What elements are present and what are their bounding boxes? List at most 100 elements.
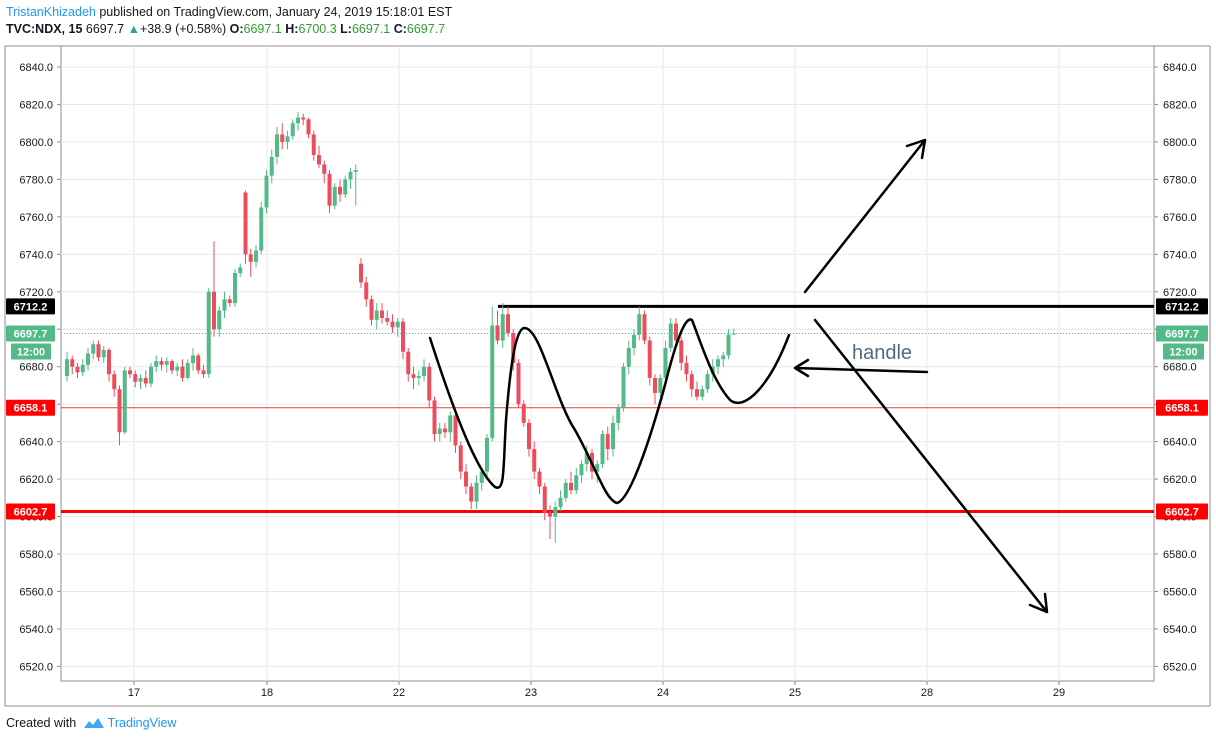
candle-body — [621, 366, 626, 408]
candle-body — [595, 464, 600, 472]
chart-footer: Created with TradingView — [6, 716, 176, 730]
candle-body — [542, 486, 547, 513]
plot-frame — [60, 45, 1155, 682]
candle-body — [332, 186, 337, 206]
y-tick-label-left: 6620.0 — [19, 474, 53, 486]
x-tick-label: 23 — [525, 687, 537, 699]
candle-body — [254, 250, 258, 262]
candle-body — [469, 486, 474, 502]
y-tick-label-right: 6640.0 — [1163, 437, 1197, 449]
price-label-left-bg — [6, 503, 55, 520]
candle-body — [632, 334, 636, 348]
candle-body — [605, 434, 610, 450]
price-label-left: 6658.1 — [14, 403, 48, 415]
candle-body — [364, 282, 369, 300]
candle-body — [259, 207, 264, 251]
candle-body — [485, 437, 489, 472]
candle-body — [521, 404, 526, 423]
candle-body — [175, 366, 180, 371]
y-tick-label-left: 6840.0 — [19, 62, 53, 74]
open-label: O: — [229, 22, 244, 36]
price-change: +38.9 (+0.58%) — [139, 22, 227, 36]
candle-body — [285, 136, 290, 142]
candle-body — [248, 254, 253, 262]
candle-body — [637, 314, 642, 335]
candle-body — [112, 374, 117, 390]
candle-body — [705, 374, 710, 390]
y-tick-label-right: 6820.0 — [1163, 99, 1197, 111]
candle-body — [395, 321, 400, 328]
candle-body — [679, 340, 684, 363]
breakdown-arrow — [813, 318, 1049, 614]
price-label-right-bg — [1156, 399, 1208, 416]
candle-body — [122, 370, 127, 433]
candle-body — [411, 374, 416, 378]
y-tick-label-right: 6840.0 — [1163, 62, 1197, 74]
candle-body — [579, 464, 584, 476]
author-link[interactable]: TristanKhizadeh — [6, 5, 96, 19]
cup-and-handle-sketch — [428, 318, 791, 505]
candle-body — [70, 359, 75, 367]
candle-body — [128, 370, 132, 375]
price-label-left: 6602.7 — [14, 506, 48, 518]
candle-body — [558, 497, 563, 508]
candle-body — [474, 482, 479, 502]
candle-body — [311, 134, 316, 156]
candle-body — [143, 377, 148, 384]
candle-body — [490, 325, 495, 438]
y-tick-label-left: 6520.0 — [19, 661, 53, 673]
price-label-left-bg — [6, 399, 55, 416]
y-tick-label-left: 6560.0 — [19, 586, 53, 598]
candle-body — [296, 117, 300, 124]
symbol-label[interactable]: TVC:NDX, 15 — [6, 22, 83, 36]
candle-body — [117, 389, 122, 433]
x-tick-label: 25 — [789, 687, 801, 699]
price-label-right-bg — [1156, 325, 1208, 342]
ohlc-line: TVC:NDX, 15 6697.7 ▲+38.9 (+0.58%) O:669… — [6, 21, 1206, 38]
y-tick-label-right: 6720.0 — [1163, 287, 1197, 299]
candle-body — [511, 332, 516, 363]
countdown-right: 12:00 — [1169, 347, 1197, 359]
price-label-left-bg — [6, 298, 55, 315]
low-label: L: — [340, 22, 352, 36]
candle-body — [464, 471, 468, 487]
candle-body — [264, 175, 269, 208]
open-value: 6697.1 — [243, 22, 282, 36]
price-label-right: 6712.2 — [1165, 301, 1199, 313]
candle-body — [516, 362, 521, 405]
candle-body — [243, 192, 248, 255]
x-tick-label: 29 — [1053, 687, 1065, 699]
candle-body — [563, 482, 568, 498]
x-tick-label: 24 — [657, 687, 669, 699]
candle-body — [569, 482, 573, 491]
candle-body — [269, 156, 274, 176]
close-label: C: — [393, 22, 407, 36]
candle-body — [170, 361, 174, 371]
candle-body — [164, 361, 169, 365]
candle-body — [191, 355, 195, 363]
price-label-right: 6602.7 — [1165, 506, 1199, 518]
candle-body — [217, 310, 222, 330]
high-value: 6700.3 — [298, 22, 337, 36]
candle-body — [479, 471, 484, 483]
tradingview-brand[interactable]: TradingView — [107, 716, 177, 730]
candle-body — [322, 164, 327, 174]
y-tick-label-left: 6720.0 — [19, 287, 53, 299]
y-tick-label-left: 6680.0 — [19, 362, 53, 374]
y-tick-label-left: 6800.0 — [19, 137, 53, 149]
candle-body — [238, 267, 243, 274]
candle-body — [380, 310, 384, 318]
candle-body — [726, 334, 731, 356]
candle-body — [700, 389, 705, 397]
y-tick-label-left: 6540.0 — [19, 624, 53, 636]
candle-body — [185, 362, 190, 378]
candle-body — [658, 377, 663, 393]
candle-body — [653, 377, 657, 393]
candle-body — [327, 173, 332, 206]
y-tick-label-left: 6580.0 — [19, 549, 53, 561]
chart-header: TristanKhizadeh published on TradingView… — [6, 4, 1206, 38]
y-tick-label-right: 6580.0 — [1163, 549, 1197, 561]
y-tick-label-right: 6780.0 — [1163, 174, 1197, 186]
candle-body — [584, 452, 589, 465]
